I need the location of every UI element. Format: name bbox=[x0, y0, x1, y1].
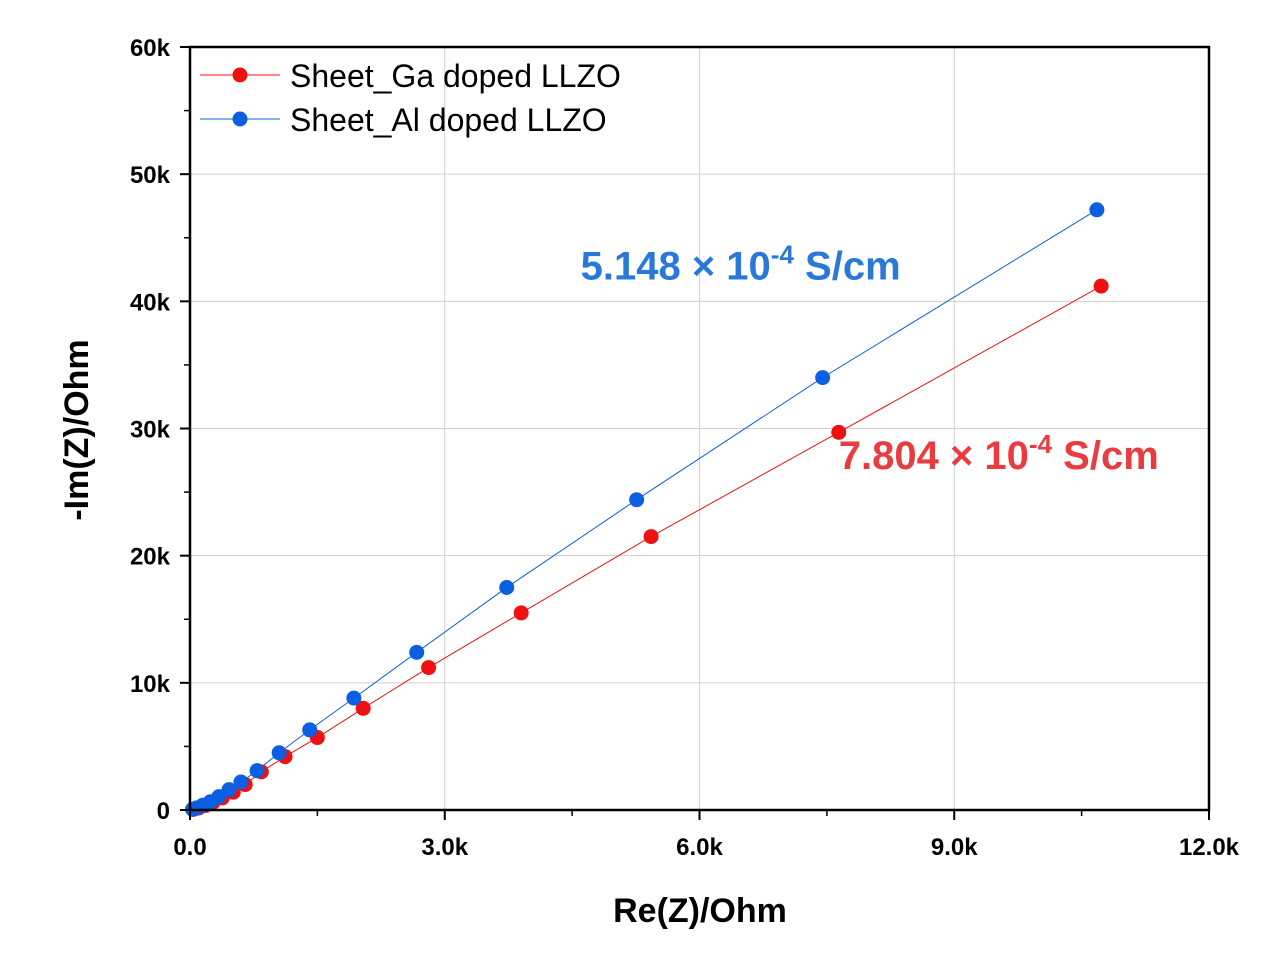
data-point-series-0 bbox=[1093, 278, 1109, 294]
y-tick-label: 40k bbox=[130, 289, 171, 316]
annotation-base: 5.148 × 10 bbox=[581, 245, 771, 289]
data-point-series-1 bbox=[249, 763, 265, 779]
legend-label-al: Sheet_Al doped LLZO bbox=[290, 102, 607, 138]
data-point-series-1 bbox=[233, 774, 249, 790]
annotation-unit: S/cm bbox=[794, 245, 901, 289]
annotation-exponent: -4 bbox=[771, 240, 795, 270]
y-axis-label: -Im(Z)/Ohm bbox=[58, 339, 96, 520]
data-point-series-0 bbox=[355, 700, 371, 716]
annotation-base: 7.804 × 10 bbox=[839, 434, 1029, 478]
y-tick-label: 0 bbox=[157, 798, 170, 825]
data-point-series-1 bbox=[499, 579, 515, 595]
x-tick-label: 9.0k bbox=[931, 834, 978, 861]
data-point-series-0 bbox=[513, 605, 529, 621]
grid-lines bbox=[190, 47, 1209, 810]
y-tick-label: 30k bbox=[130, 417, 171, 444]
y-tick-label: 50k bbox=[130, 162, 171, 189]
series-line-0 bbox=[193, 285, 1102, 810]
data-point-series-0 bbox=[643, 529, 659, 545]
data-point-series-1 bbox=[1089, 202, 1105, 218]
legend-marker-al bbox=[232, 111, 248, 127]
legend-label-ga: Sheet_Ga doped LLZO bbox=[290, 58, 621, 94]
conductivity-annotation-1: 7.804 × 10-4 S/cm bbox=[839, 429, 1159, 478]
y-tick-labels: 0 10k 20k 30k 40k 50k 60k bbox=[130, 35, 171, 825]
annotations: 5.148 × 10-4 S/cm7.804 × 10-4 S/cm bbox=[581, 240, 1159, 478]
data-point-series-0 bbox=[831, 424, 847, 440]
legend: Sheet_Ga doped LLZO Sheet_Al doped LLZO bbox=[200, 58, 621, 138]
x-tick-label: 0.0 bbox=[173, 834, 206, 861]
data-point-series-1 bbox=[409, 644, 425, 660]
data-point-series-1 bbox=[629, 492, 645, 508]
x-axis-label: Re(Z)/Ohm bbox=[613, 892, 787, 930]
legend-marker-ga bbox=[232, 67, 248, 83]
annotation-exponent: -4 bbox=[1029, 429, 1053, 459]
series-line-1 bbox=[192, 209, 1098, 810]
data-point-series-1 bbox=[271, 745, 287, 761]
conductivity-annotation-0: 5.148 × 10-4 S/cm bbox=[581, 240, 901, 289]
data-point-series-1 bbox=[221, 782, 237, 798]
y-tick-label: 20k bbox=[130, 544, 171, 571]
annotation-unit: S/cm bbox=[1052, 434, 1159, 478]
x-tick-label: 3.0k bbox=[421, 834, 468, 861]
data-point-series-1 bbox=[302, 722, 318, 738]
data-point-series-0 bbox=[421, 660, 437, 676]
axis-ticks bbox=[180, 46, 1210, 820]
series-lines bbox=[192, 209, 1102, 810]
x-tick-label: 12.0k bbox=[1179, 834, 1240, 861]
x-tick-label: 6.0k bbox=[676, 834, 723, 861]
y-tick-label: 60k bbox=[130, 35, 171, 62]
data-point-series-1 bbox=[815, 370, 831, 386]
y-tick-label: 10k bbox=[130, 671, 171, 698]
data-point-series-1 bbox=[346, 690, 362, 706]
x-tick-labels: 0.0 3.0k 6.0k 9.0k 12.0k bbox=[173, 834, 1239, 861]
series-points bbox=[185, 202, 1109, 817]
